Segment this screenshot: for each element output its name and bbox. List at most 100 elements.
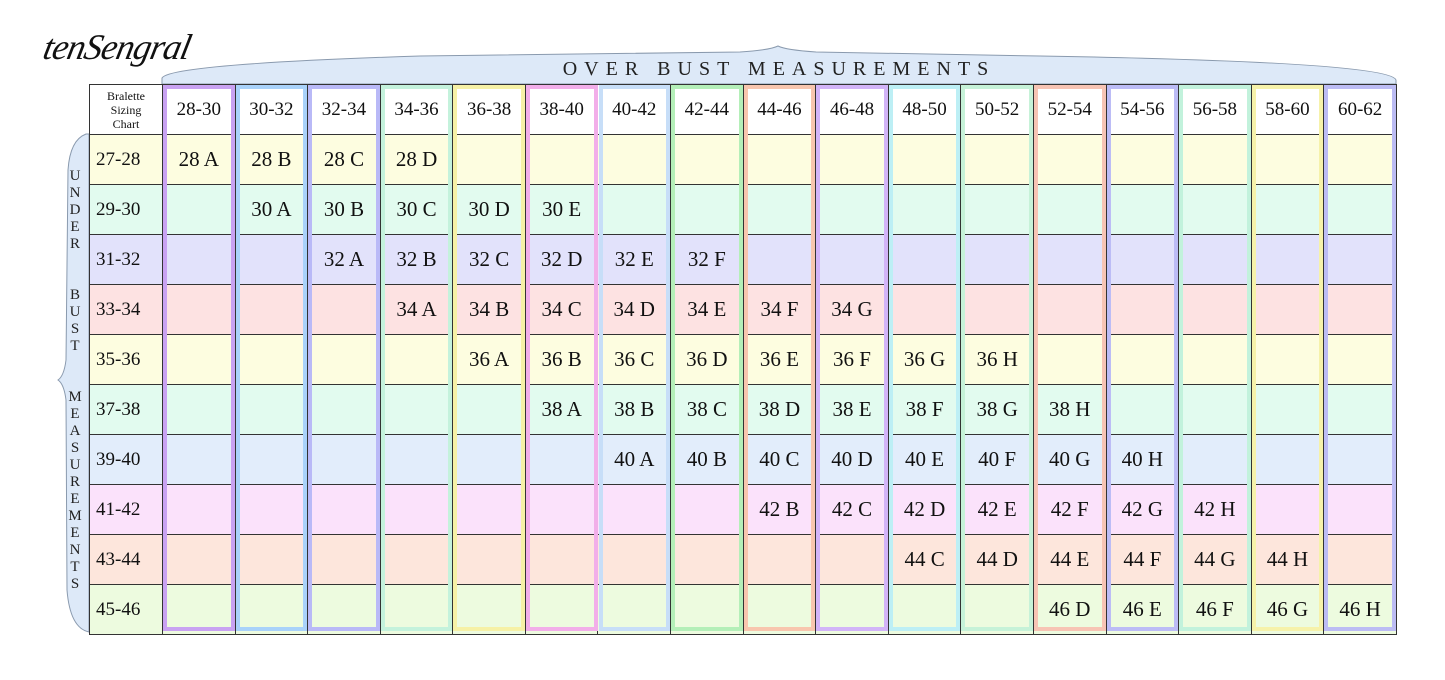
size-cell: [162, 284, 236, 335]
size-cell: 42 D: [887, 484, 962, 535]
size-cell: [1250, 284, 1325, 335]
table-row: 37-38 38 A 38 B 38 C 38 D 38 E 38 F 38 G 38 H: [89, 384, 1397, 435]
size-cell: 28 B: [234, 134, 309, 185]
size-cell: 34 E: [670, 284, 744, 335]
size-cell: 34 F: [742, 284, 817, 335]
size-cell: [597, 534, 672, 585]
table-row: 41-42 42 B 42 C 42 D 42 E 42 F 42 G 42 H: [89, 484, 1397, 535]
size-cell: [1250, 434, 1325, 485]
size-cell: [379, 384, 454, 435]
size-cell: [1032, 234, 1107, 285]
under-bust-header: 39-40: [89, 434, 163, 485]
table-row: 31-32 32 A 32 B 32 C 32 D 32 E 32 F: [89, 234, 1397, 285]
over-bust-header: 28-30: [162, 84, 236, 135]
size-cell: [960, 584, 1034, 635]
size-cell: [597, 484, 672, 535]
size-cell: [670, 584, 744, 635]
under-bust-header: 27-28: [89, 134, 163, 185]
size-cell: [1323, 134, 1397, 185]
size-cell: [1178, 134, 1252, 185]
size-cell: 36 G: [887, 334, 962, 385]
size-cell: 40 B: [670, 434, 744, 485]
size-cell: [670, 484, 744, 535]
size-cell: [1105, 334, 1180, 385]
size-cell: 40 D: [815, 434, 889, 485]
size-cell: [1178, 384, 1252, 435]
size-cell: 34 G: [815, 284, 889, 335]
size-cell: 42 C: [815, 484, 889, 535]
size-cell: [597, 184, 672, 235]
size-cell: [742, 534, 817, 585]
size-cell: [452, 534, 526, 585]
size-cell: [1250, 334, 1325, 385]
size-cell: [162, 334, 236, 385]
size-cell: [524, 134, 599, 185]
size-cell: [1178, 284, 1252, 335]
over-bust-header: 48-50: [887, 84, 962, 135]
size-cell: [234, 534, 309, 585]
size-cell: 36 D: [670, 334, 744, 385]
size-cell: [670, 184, 744, 235]
size-cell: 32 B: [379, 234, 454, 285]
size-cell: [742, 134, 817, 185]
under-bust-label: U N D E R B U S T M E A S U R E M E N T …: [68, 168, 82, 592]
corner-label: Bralette Sizing Chart: [89, 84, 163, 135]
size-cell: [815, 534, 889, 585]
table-row: 27-28 28 A 28 B 28 C 28 D: [89, 134, 1397, 185]
size-cell: 30 E: [524, 184, 599, 235]
size-cell: [234, 484, 309, 535]
size-cell: [234, 334, 309, 385]
size-cell: 30 D: [452, 184, 526, 235]
size-cell: [670, 534, 744, 585]
size-cell: [1032, 184, 1107, 235]
size-cell: 32 C: [452, 234, 526, 285]
size-cell: 36 A: [452, 334, 526, 385]
size-cell: [1323, 384, 1397, 435]
size-cell: [452, 584, 526, 635]
table-row: 29-30 30 A 30 B 30 C 30 D 30 E: [89, 184, 1397, 235]
size-cell: 34 D: [597, 284, 672, 335]
size-cell: 32 E: [597, 234, 672, 285]
size-cell: [742, 234, 817, 285]
size-cell: 36 F: [815, 334, 889, 385]
size-cell: 34 B: [452, 284, 526, 335]
under-bust-header: 35-36: [89, 334, 163, 385]
size-cell: 34 A: [379, 284, 454, 335]
size-cell: [1323, 234, 1397, 285]
size-cell: [1323, 534, 1397, 585]
corner-label-line: Bralette: [107, 88, 145, 103]
size-cell: [1105, 184, 1180, 235]
size-cell: [452, 134, 526, 185]
size-cell: 44 F: [1105, 534, 1180, 585]
size-cell: 44 G: [1178, 534, 1252, 585]
size-cell: [307, 584, 381, 635]
size-cell: [887, 184, 962, 235]
header-row: Bralette Sizing Chart 28-30 30-32 32-34 34-36 3…: [89, 84, 1397, 135]
size-cell: [162, 184, 236, 235]
size-cell: 40 F: [960, 434, 1034, 485]
size-cell: [1250, 134, 1325, 185]
size-cell: [379, 434, 454, 485]
size-cell: [234, 284, 309, 335]
size-cell: 40 H: [1105, 434, 1180, 485]
table-row: 43-44 44 C 44 D 44 E 44 F 44 G 44 H: [89, 534, 1397, 585]
size-cell: [162, 484, 236, 535]
size-cell: 42 H: [1178, 484, 1252, 535]
size-cell: [307, 534, 381, 585]
size-cell: 38 D: [742, 384, 817, 435]
size-cell: [162, 584, 236, 635]
size-cell: [815, 584, 889, 635]
size-cell: 32 A: [307, 234, 381, 285]
size-cell: [597, 134, 672, 185]
size-cell: [452, 484, 526, 535]
size-cell: [379, 534, 454, 585]
size-cell: [887, 584, 962, 635]
size-cell: 46 D: [1032, 584, 1107, 635]
size-cell: [234, 434, 309, 485]
size-cell: 28 C: [307, 134, 381, 185]
size-cell: [1250, 184, 1325, 235]
over-bust-header: 32-34: [307, 84, 381, 135]
size-cell: [960, 184, 1034, 235]
size-cell: 30 C: [379, 184, 454, 235]
size-cell: [234, 584, 309, 635]
